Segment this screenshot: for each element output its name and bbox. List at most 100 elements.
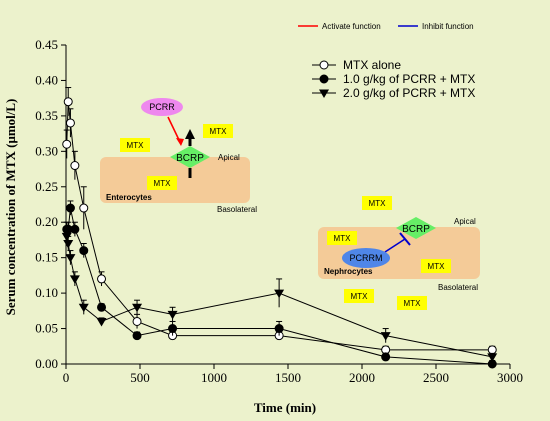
- pcrrm-label: PCRRM: [350, 253, 383, 263]
- y-tick-label: 0.10: [35, 285, 58, 300]
- data-point: [79, 203, 89, 213]
- y-tick-label: 0.35: [35, 108, 58, 123]
- data-point: [65, 254, 76, 263]
- data-point: [61, 232, 72, 242]
- mtx-box: [203, 124, 233, 138]
- enterocyte-basolateral-label: Basolateral: [217, 205, 257, 214]
- x-tick-label: 3000: [497, 370, 523, 385]
- activate-arrow: [167, 116, 181, 143]
- x-tick-label: 2000: [349, 370, 375, 385]
- series-layer: [61, 87, 498, 369]
- y-tick-label: 0.45: [35, 37, 58, 52]
- efflux-arrowhead: [185, 129, 195, 139]
- nephrocyte-apical-label: Apical: [454, 217, 476, 226]
- y-axis-title: Serum concentration of MTX (μmol/L): [3, 99, 18, 316]
- data-point: [70, 224, 80, 234]
- inhibit-label: Inhibit function: [422, 22, 474, 31]
- y-tick-label: 0.25: [35, 179, 58, 194]
- x-tick-label: 0: [63, 370, 70, 385]
- data-point: [69, 275, 80, 284]
- y-tick-label: 0.00: [35, 356, 58, 371]
- inhibit-bar: [399, 232, 411, 246]
- nephrocyte-basolateral-label: Basolateral: [438, 283, 478, 292]
- data-point: [63, 239, 74, 249]
- data-point: [487, 345, 497, 355]
- data-point: [62, 139, 72, 149]
- series-group: [61, 228, 498, 362]
- mtx-label: MTX: [154, 179, 172, 188]
- data-point: [97, 302, 107, 312]
- bcrp-label: BCRP: [176, 153, 204, 164]
- data-point: [65, 118, 75, 128]
- bcrp-label: BCRP: [402, 224, 430, 235]
- pcrr-ellipse: [141, 98, 183, 116]
- data-point: [319, 60, 329, 70]
- data-point: [319, 74, 329, 84]
- data-point: [274, 324, 284, 334]
- x-tick-label: 1000: [201, 370, 227, 385]
- legend-entry: 1.0 g/kg of PCRR + MTX: [343, 72, 475, 86]
- mtx-label: MTX: [127, 141, 145, 150]
- pcrrm-ellipse: [342, 248, 390, 268]
- x-tick-label: 2500: [423, 370, 449, 385]
- mtx-box: [421, 259, 451, 273]
- enterocyte-schematic: Enterocytes Apical Basolateral PCRR BCRP…: [100, 98, 257, 214]
- x-tick-label: 500: [130, 370, 150, 385]
- data-point: [65, 203, 75, 213]
- y-tick-label: 0.40: [35, 72, 58, 87]
- data-point: [168, 324, 178, 334]
- mtx-box: [362, 196, 392, 210]
- mtx-label: MTX: [428, 262, 446, 271]
- mtx-box: [344, 289, 374, 303]
- data-point: [274, 289, 285, 299]
- activate-arrowhead: [176, 138, 184, 146]
- mtx-box: [147, 176, 177, 190]
- data-point: [487, 353, 498, 362]
- data-point: [79, 246, 89, 256]
- mtx-box: [397, 296, 427, 310]
- enterocyte-label: Enterocytes: [106, 193, 152, 202]
- legend-entry: 2.0 g/kg of PCRR + MTX: [343, 86, 475, 100]
- data-point: [132, 303, 143, 313]
- data-point: [63, 97, 73, 107]
- y-tick-label: 0.15: [35, 250, 58, 265]
- series-group: [62, 200, 497, 369]
- mtx-label: MTX: [369, 199, 387, 208]
- function-legend: Activate function Inhibit function: [298, 22, 474, 31]
- bcrp-diamond: [170, 146, 210, 168]
- activate-label: Activate function: [322, 22, 381, 31]
- y-tick-label: 0.30: [35, 143, 58, 158]
- data-point: [97, 274, 107, 284]
- mtx-box: [327, 231, 357, 245]
- data-point: [381, 352, 391, 362]
- mtx-label: MTX: [351, 292, 369, 301]
- legend-entry: MTX alone: [343, 58, 401, 72]
- pcrr-label: PCRR: [149, 102, 175, 112]
- enterocyte-apical-label: Apical: [218, 153, 240, 162]
- inhibit-line: [384, 238, 406, 253]
- x-tick-label: 1500: [275, 370, 301, 385]
- bcrp-diamond: [396, 217, 436, 239]
- data-point: [319, 89, 329, 98]
- mtx-box: [120, 138, 150, 152]
- series-group: [62, 87, 497, 355]
- data-point: [70, 161, 80, 171]
- mtx-label: MTX: [210, 127, 228, 136]
- mtx-label: MTX: [404, 299, 422, 308]
- nephrocyte-label: Nephrocytes: [324, 267, 373, 276]
- nephrocyte-schematic: Nephrocytes Apical Basolateral BCRP PCRR…: [318, 196, 480, 310]
- axes: 0.00 0.05 0.10 0.15 0.20 0.25 0.30 0.35 0.40 0.45…: [35, 37, 523, 385]
- data-point: [167, 310, 178, 320]
- data-point: [96, 317, 107, 327]
- data-point: [132, 331, 142, 341]
- data-point: [78, 303, 89, 313]
- y-tick-label: 0.05: [35, 321, 58, 336]
- data-point: [132, 316, 142, 326]
- mtx-label: MTX: [334, 234, 352, 243]
- x-axis-title: Time (min): [254, 400, 316, 415]
- y-tick-label: 0.20: [35, 214, 58, 229]
- data-point: [380, 332, 391, 341]
